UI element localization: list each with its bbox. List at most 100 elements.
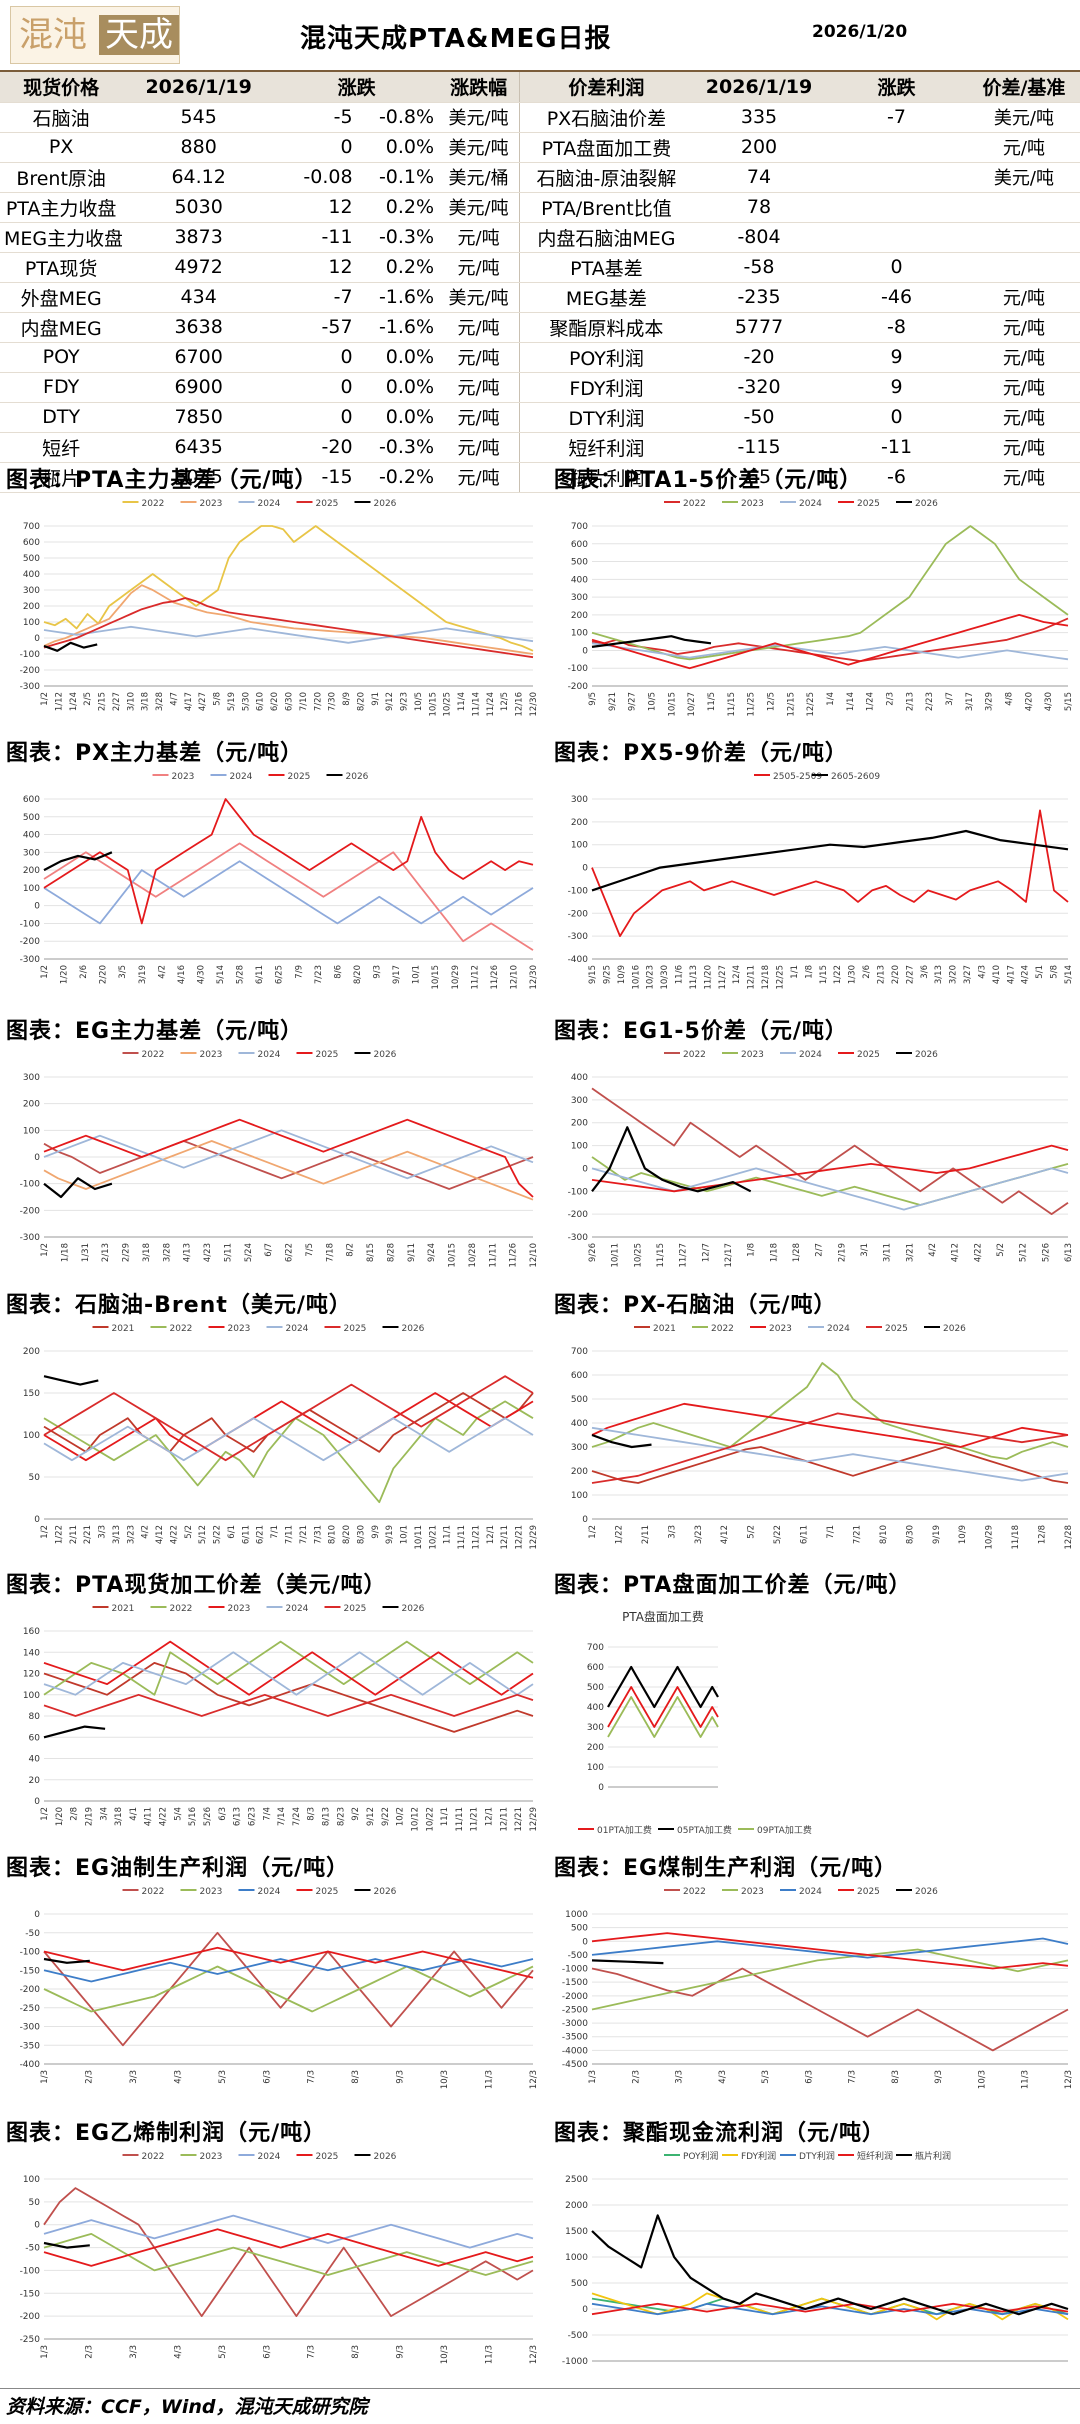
y-tick-label: 200 [23,1100,40,1110]
x-tick-label: 12/1 [486,1525,496,1544]
legend-entry: 2021 [92,1604,134,1614]
x-tick-label: 6/11 [241,1525,251,1544]
legend-entry: 2026 [382,1604,425,1614]
y-tick-label: 2000 [565,2201,588,2211]
legend-entry: 2022 [664,1887,706,1897]
y-tick-label: 0 [582,646,588,656]
x-tick-label: 12/21 [515,1525,525,1550]
x-tick-label: 10/28 [468,1243,478,1268]
commodity-name: Brent原油 [0,162,123,193]
x-tick-label: 2/11 [641,1525,651,1544]
legend-entry: 2025 [268,772,311,782]
x-tick-label: 12/3 [1064,2070,1074,2089]
y-tick-label: -300 [568,1233,589,1243]
series-line [591,1948,1069,2011]
x-tick-label: 1/2 [40,1243,50,1257]
y-tick-label: 600 [571,540,588,550]
chart-title: 图表：EG乙烯制利润（元/吨） [6,2121,327,2146]
spread-value: -50 [692,402,826,433]
legend-entry: 2026 [896,1887,938,1897]
change-value: 0 [275,342,357,373]
legend-entry: 2024 [266,1604,309,1614]
series-line [43,860,534,925]
legend-entry: 2022 [664,499,706,509]
legend-label: DTY利润 [799,2150,835,2162]
chart-svg: 2022 2023 2024 2025 2026 0 -50 -100 -150 -200 -250… [20,1887,539,2089]
legend-entry: 2026 [354,1050,397,1060]
x-tick-label: 10/30 [660,965,670,990]
x-tick-label: 10/15 [428,692,438,717]
y-tick-label: -50 [25,2244,40,2254]
x-tick-label: 12/11 [499,1807,509,1832]
change-pct: 0.2% [356,252,439,283]
chart-title: 图表：石脑油-Brent（美元/吨） [6,1293,352,1318]
spread-unit [967,192,1080,223]
series-line [43,1375,534,1462]
chart-svg: 2022 2023 2024 2025 2026 1000 500 0 -500 -1000 -15… [562,1887,1074,2089]
col-header: 2026/1/19 [122,72,276,103]
x-tick-label: 5/8 [1050,965,1060,979]
x-tick-label: 9/9 [371,1525,381,1539]
price-value: 3873 [122,222,276,253]
x-tick-label: 3/13 [112,1525,122,1544]
y-tick-label: 200 [23,866,40,876]
change-pct: -1.6% [356,282,439,313]
x-tick-label: 7/9 [294,965,304,979]
series-line [43,625,534,644]
x-tick-label: 1/31 [81,1243,91,1262]
x-tick-label: 1/15 [819,965,829,984]
y-tick-label: -100 [568,664,589,674]
x-tick-label: 6/13 [1064,1243,1074,1262]
spread-value: -320 [692,372,826,403]
legend-label: 2024 [230,772,253,782]
legend-entry: 2024 [266,1324,309,1334]
x-tick-label: 10/15 [448,1243,458,1268]
y-tick-label: -200 [568,909,589,919]
legend-label: 2025 [288,772,311,782]
spread-change: -46 [825,282,968,313]
price-table-header: 现货价格 2026/1/19 涨跌 涨跌幅 价差利润 2026/1/19 涨跌 … [0,72,1080,103]
y-tick-label: -400 [20,2060,41,2070]
legend-entry: 瓶片利润 [896,2150,951,2162]
col-header: 2026/1/19 [692,72,826,103]
spread-name: 短纤利润 [519,432,693,463]
y-tick-label: 700 [587,1643,604,1653]
change-pct: 0.0% [356,342,439,373]
legend-entry: 2023 [722,499,764,509]
chart-svg: 2021 2022 2023 2024 2025 2026 200 150 100 50 01/2 1… [23,1324,539,1550]
spread-value: -58 [692,252,826,283]
legend-entry: 2023 [208,1324,250,1334]
x-tick-label: 4/20 [1024,692,1034,711]
x-tick-label: 4/2 [928,1243,938,1257]
change-pct: -0.1% [356,162,439,193]
x-tick-label: 2/20 [99,965,109,984]
legend-entry: 2024 [780,1887,822,1897]
spread-value: 74 [692,162,826,193]
x-tick-label: 6/21 [256,1525,266,1544]
series-line [591,1412,1069,1484]
x-tick-label: 3/28 [162,1243,172,1262]
legend-entry: 2025 [296,1050,338,1060]
x-tick-label: 5/4 [173,1807,183,1821]
y-tick-label: 0 [34,1515,40,1525]
y-tick-label: 600 [587,1663,604,1673]
x-tick-label: 11/24 [486,692,496,717]
col-header: 涨跌 [825,72,968,103]
y-tick-label: 600 [23,795,40,805]
legend-label: 2025 [857,1050,880,1060]
table-row: 内盘MEG 3638 -57 -1.6% 元/吨 聚酯原料成本 5777 -8 元/吨 [0,312,1080,343]
chart-title: 图表：PTA现货加工价差（美元/吨） [6,1573,387,1598]
x-tick-label: 10/2 [396,1807,406,1826]
x-tick-label: 12/17 [724,1243,734,1268]
legend-label: 2025 [316,1887,339,1897]
x-tick-label: 9/12 [366,1807,376,1826]
legend-entry: 2023 [180,499,222,509]
col-header: 涨跌幅 [438,72,521,103]
price-value: 3638 [122,312,276,343]
legend-entry: 09PTA加工费 [738,1824,812,1836]
x-tick-label: 1/2 [40,965,50,979]
y-tick-label: 300 [23,1073,40,1083]
legend-entry: 2024 [780,499,822,509]
y-tick-label: -200 [568,682,589,692]
series-line [43,1118,534,1198]
